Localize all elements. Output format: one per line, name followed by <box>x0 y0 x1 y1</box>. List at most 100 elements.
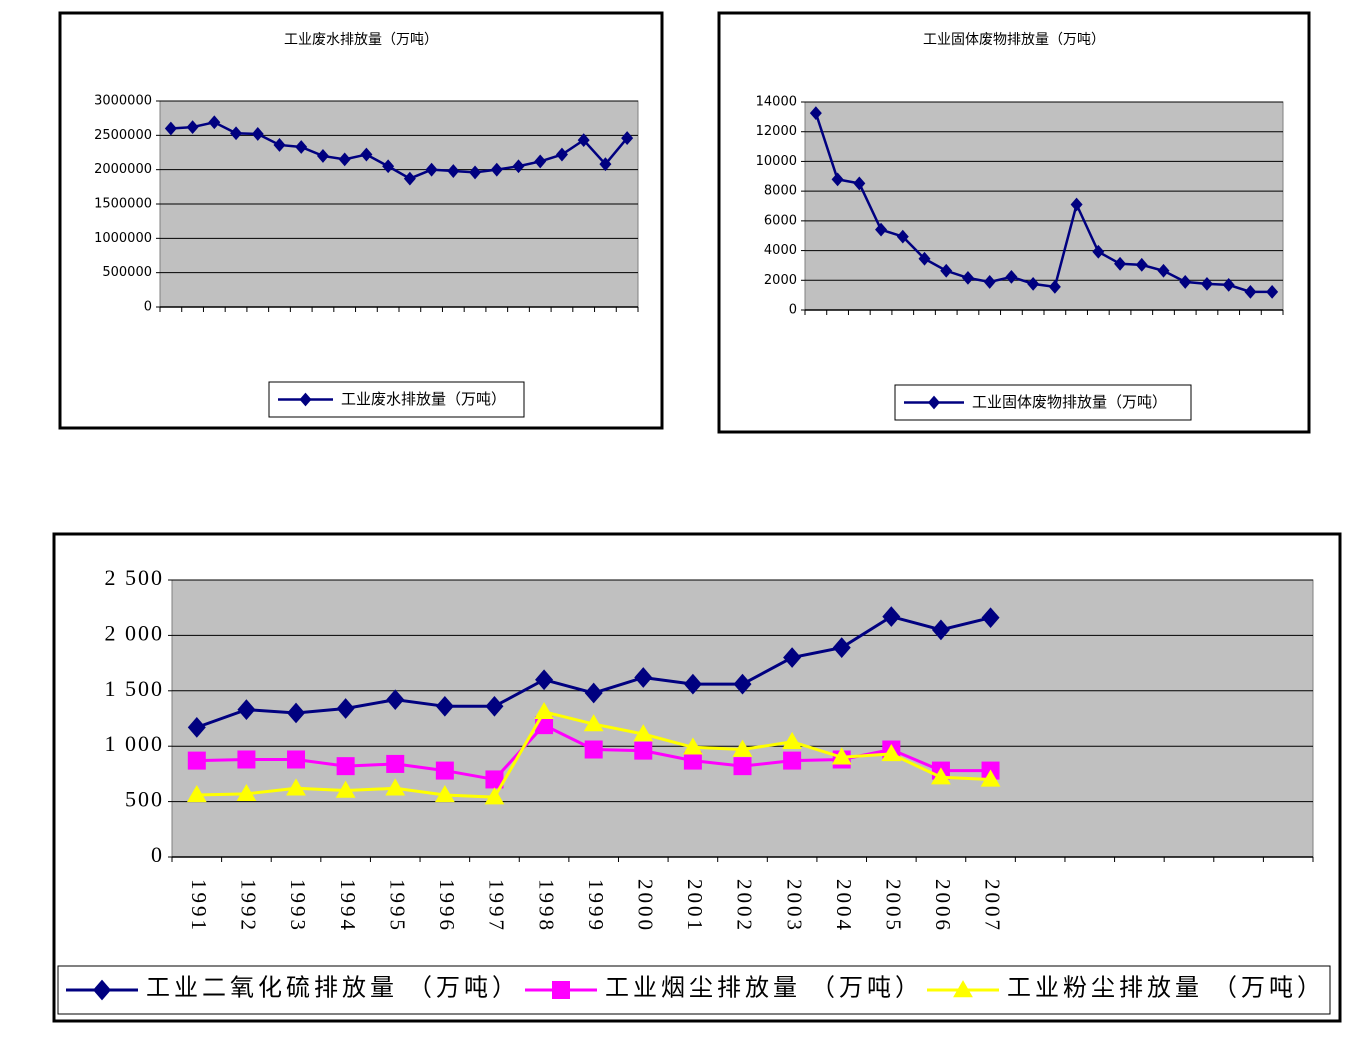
y-tick-label: 2000 <box>764 273 797 288</box>
y-tick-label: 0 <box>151 842 164 867</box>
marker <box>783 647 802 668</box>
marker <box>918 251 931 266</box>
marker <box>385 778 406 796</box>
x-tick-label: 2007 <box>981 879 1005 933</box>
x-tick-label: 2005 <box>882 879 906 933</box>
marker <box>403 171 416 186</box>
marker <box>1114 256 1127 271</box>
marker <box>621 131 634 145</box>
marker <box>1048 279 1061 294</box>
x-tick-label: 1998 <box>534 879 558 933</box>
marker <box>187 751 206 770</box>
marker <box>237 750 256 769</box>
marker <box>208 115 221 130</box>
marker <box>336 698 355 719</box>
x-tick-label: 2001 <box>683 879 707 933</box>
marker <box>469 165 482 180</box>
x-tick-label: 1995 <box>385 879 409 933</box>
marker <box>584 682 603 704</box>
marker <box>831 747 852 765</box>
marker <box>386 754 405 773</box>
marker <box>1135 257 1148 272</box>
chart-title: 工业废水排放量（万吨） <box>284 32 438 48</box>
x-tick-label: 2003 <box>782 879 806 933</box>
y-tick-label: 8000 <box>764 184 797 199</box>
marker <box>230 126 243 141</box>
marker <box>584 740 603 759</box>
marker <box>634 667 653 688</box>
marker <box>983 275 996 289</box>
marker <box>316 149 329 163</box>
marker <box>434 785 455 803</box>
marker <box>286 778 306 796</box>
marker <box>931 767 951 785</box>
x-tick-label: 1993 <box>286 879 310 933</box>
marker <box>360 147 373 162</box>
y-tick-label: 2000000 <box>94 162 152 177</box>
y-tick-label: 10000 <box>756 154 797 169</box>
marker <box>931 619 950 641</box>
marker <box>782 731 803 749</box>
marker <box>555 147 568 162</box>
y-tick-label: 2 000 <box>105 620 165 645</box>
marker <box>882 606 901 627</box>
marker <box>577 133 590 148</box>
marker <box>236 783 257 802</box>
marker <box>1179 275 1192 289</box>
marker <box>435 761 454 780</box>
x-tick-label: 2000 <box>633 879 657 933</box>
marker <box>683 673 702 695</box>
marker <box>295 140 308 154</box>
x-tick-label: 1991 <box>187 879 211 933</box>
x-tick-label: 1994 <box>336 879 360 933</box>
marker <box>484 787 505 805</box>
legend-label: 工业废水排放量（万吨） <box>341 390 506 408</box>
legend-label: 工业二氧化硫排放量 （万吨） <box>146 975 520 1002</box>
y-tick-label: 1000000 <box>94 231 152 246</box>
marker <box>512 159 525 174</box>
marker <box>634 741 653 760</box>
x-tick-label: 1992 <box>237 879 261 933</box>
chart-title: 工业固体废物排放量（万吨） <box>923 32 1105 48</box>
marker <box>853 176 866 191</box>
series-line <box>814 112 1273 294</box>
y-tick-label: 500000 <box>102 265 152 280</box>
marker <box>682 737 703 755</box>
marker <box>953 980 973 998</box>
marker <box>1222 277 1235 292</box>
x-tick-label: 1996 <box>435 879 459 933</box>
marker <box>447 164 460 178</box>
marker <box>896 229 909 244</box>
marker <box>534 701 554 720</box>
x-tick-label: 1997 <box>485 879 509 933</box>
marker <box>733 673 752 695</box>
marker <box>435 695 454 717</box>
marker <box>928 395 940 410</box>
y-tick-label: 500 <box>125 787 164 812</box>
x-tick-label: 2002 <box>733 879 757 933</box>
marker <box>485 770 504 789</box>
marker <box>1244 284 1257 299</box>
marker <box>961 271 974 285</box>
legend-label: 工业固体废物排放量（万吨） <box>972 393 1167 411</box>
marker <box>186 785 207 803</box>
marker <box>881 744 902 762</box>
marker <box>186 120 199 134</box>
marker <box>940 263 953 278</box>
marker <box>980 769 1001 787</box>
y-tick-label: 1500000 <box>94 197 152 212</box>
marker <box>251 127 264 141</box>
plot-area <box>171 579 1314 858</box>
y-tick-label: 1 000 <box>105 731 165 756</box>
plot-area <box>804 101 1284 311</box>
marker <box>683 751 702 770</box>
y-tick-label: 12000 <box>756 124 797 139</box>
marker <box>633 724 654 742</box>
x-tick-label: 1999 <box>584 879 608 933</box>
y-tick-label: 3000000 <box>94 94 152 109</box>
y-tick-label: 4000 <box>764 243 797 258</box>
marker <box>583 714 604 732</box>
marker <box>237 699 256 720</box>
marker <box>273 138 286 152</box>
marker <box>287 702 306 724</box>
